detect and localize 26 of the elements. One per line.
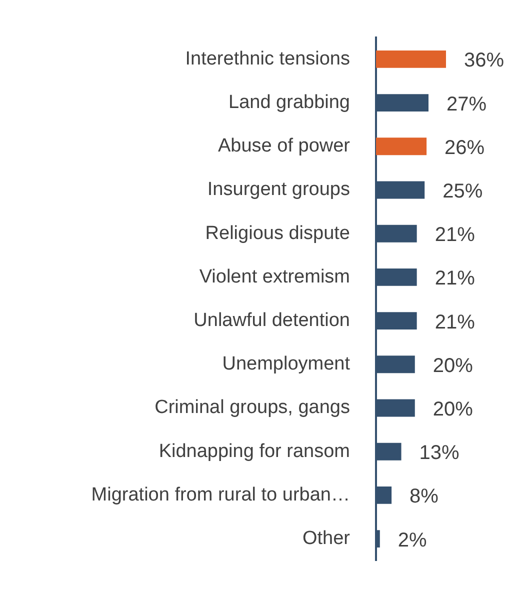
bar bbox=[376, 138, 427, 156]
y-tick-label: Abuse of power bbox=[218, 136, 351, 157]
y-tick-label: Land grabbing bbox=[228, 92, 350, 114]
data-label: 21% bbox=[434, 268, 476, 290]
y-tick-label: Unemployment bbox=[222, 354, 351, 375]
data-label: 2% bbox=[398, 529, 428, 552]
y-tick-label: Interethnic tensions bbox=[185, 48, 350, 70]
bar bbox=[376, 50, 446, 68]
y-tick-label: Violent extremism bbox=[199, 266, 350, 288]
y-tick-label: Religious dispute bbox=[205, 222, 350, 244]
data-label: 8% bbox=[410, 486, 439, 508]
y-tick-label: Unlawful detention bbox=[194, 310, 350, 332]
data-label: 26% bbox=[444, 136, 485, 159]
data-label: 20% bbox=[432, 398, 474, 421]
data-label: 25% bbox=[442, 180, 483, 203]
y-tick-label: Insurgent groups bbox=[207, 179, 350, 200]
y-tick-label: Criminal groups, gangs bbox=[154, 397, 350, 418]
y-tick-label: Kidnapping for ransom bbox=[158, 440, 350, 462]
data-label: 20% bbox=[432, 354, 474, 377]
data-label: 36% bbox=[464, 50, 504, 72]
data-label: 21% bbox=[434, 224, 476, 246]
data-label: 27% bbox=[446, 93, 487, 116]
data-label: 21% bbox=[434, 311, 476, 334]
y-tick-label: Migration from rural to urban… bbox=[91, 484, 350, 506]
y-tick-label: Other bbox=[302, 528, 351, 550]
data-label: 13% bbox=[419, 442, 460, 464]
